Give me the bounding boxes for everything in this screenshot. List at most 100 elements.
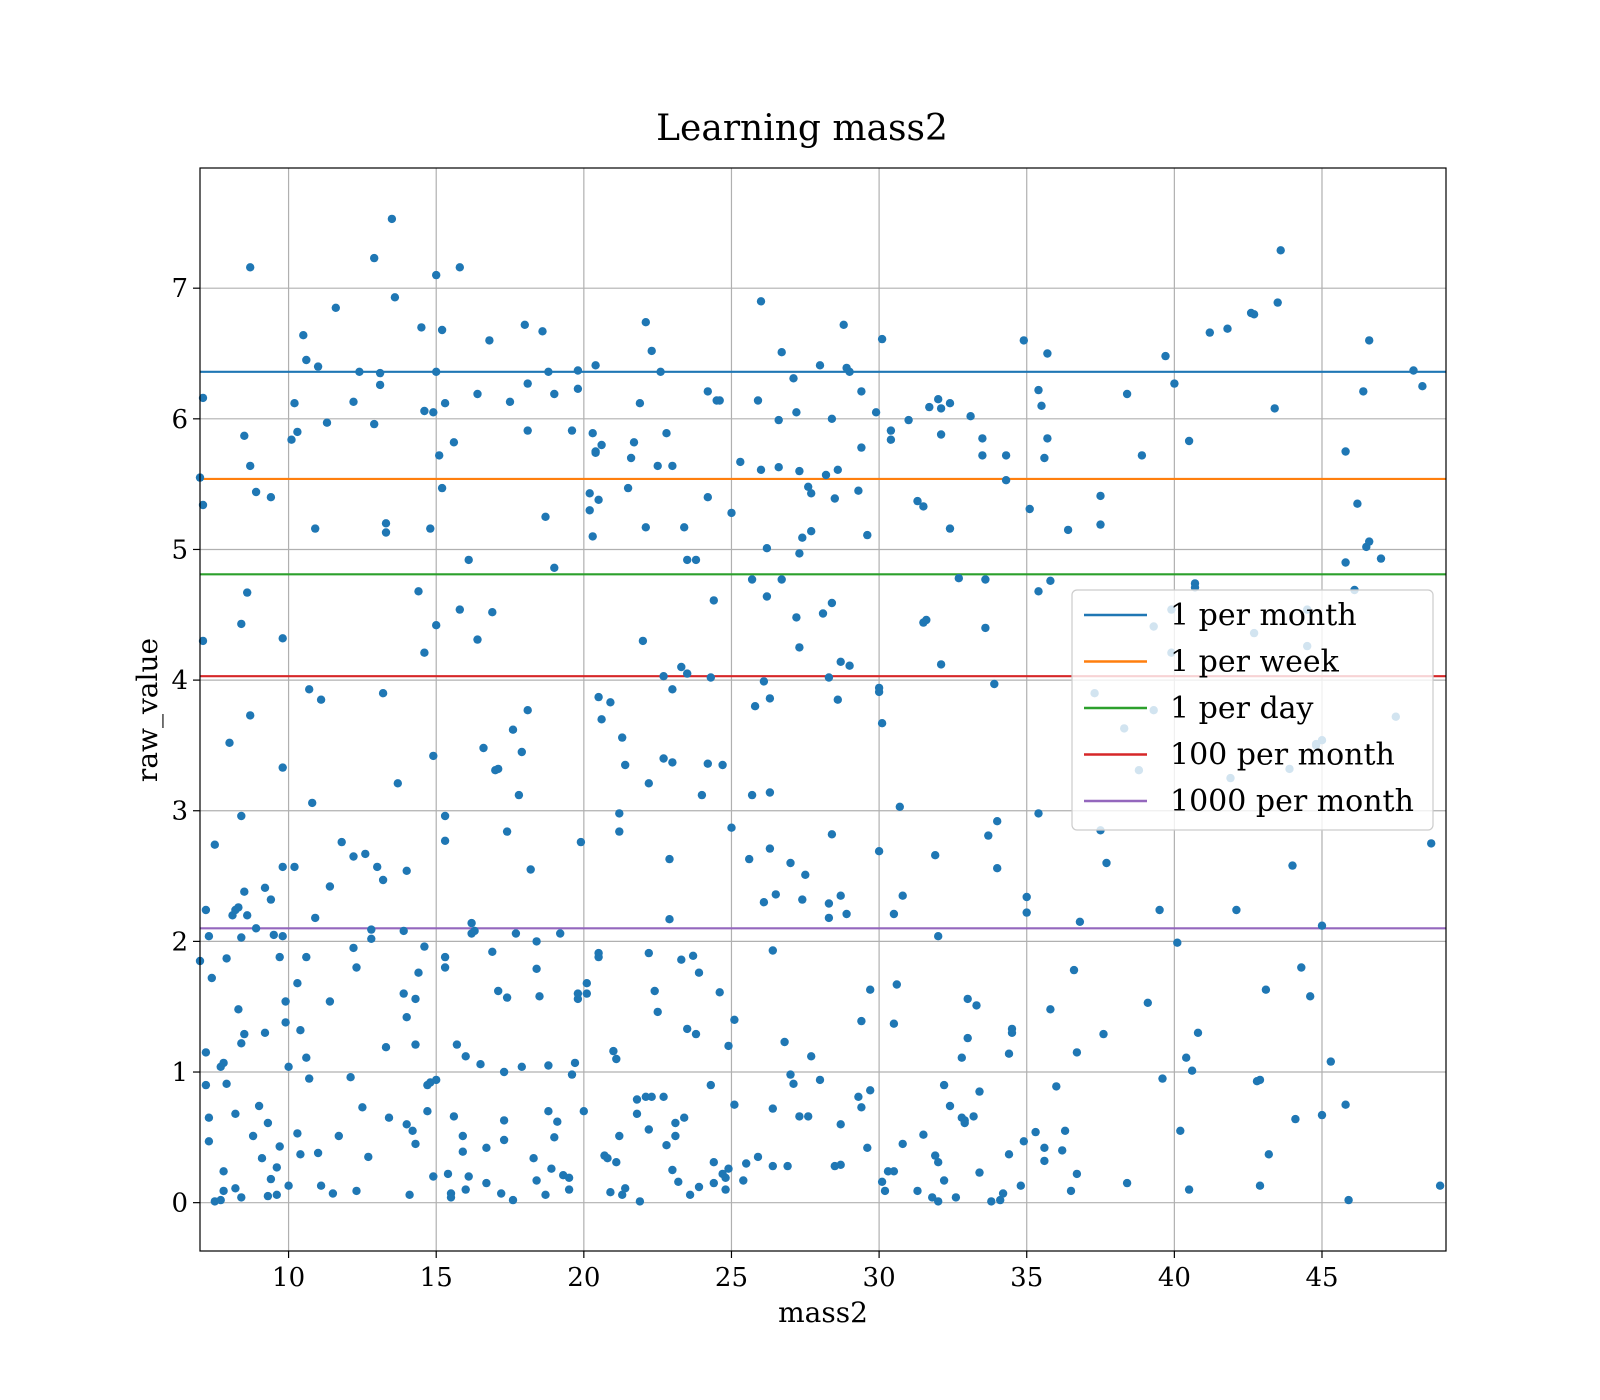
data-point	[237, 1193, 246, 1202]
data-point	[877, 334, 887, 344]
data-point	[786, 858, 795, 868]
data-point	[715, 396, 724, 405]
data-point	[225, 738, 234, 747]
data-point	[892, 980, 901, 989]
data-point	[520, 320, 529, 329]
data-point	[254, 1101, 264, 1111]
data-point	[913, 1186, 922, 1196]
y-tick-label: 4	[171, 666, 188, 696]
data-point	[378, 689, 388, 698]
data-point	[1034, 385, 1043, 395]
data-point	[488, 947, 497, 956]
data-point	[420, 648, 429, 657]
data-point	[553, 1117, 562, 1126]
data-point	[281, 997, 290, 1006]
data-point	[564, 1173, 574, 1183]
data-point	[296, 1026, 305, 1035]
data-point	[579, 1107, 588, 1116]
data-point	[237, 1039, 246, 1048]
data-point	[783, 1161, 792, 1171]
data-point	[718, 760, 727, 770]
data-point	[653, 461, 662, 471]
data-point	[567, 426, 577, 435]
data-point	[482, 1178, 491, 1188]
data-point	[198, 636, 208, 646]
data-point	[381, 528, 391, 537]
data-point	[747, 575, 757, 584]
data-point	[494, 986, 503, 996]
data-point	[934, 395, 943, 404]
data-point	[582, 979, 591, 988]
data-point	[621, 760, 630, 770]
data-point	[697, 790, 707, 800]
data-point	[706, 1080, 715, 1090]
data-point	[243, 911, 252, 920]
data-point	[615, 827, 624, 836]
data-point	[795, 643, 804, 652]
data-point	[945, 1101, 955, 1111]
data-point	[1096, 520, 1105, 529]
data-point	[954, 574, 963, 583]
data-point	[789, 1079, 798, 1089]
data-point	[458, 1131, 467, 1141]
data-point	[437, 483, 447, 493]
data-point	[316, 1181, 326, 1190]
data-point	[815, 361, 825, 370]
reference-lines	[200, 370, 1446, 930]
data-point	[198, 393, 208, 403]
data-point	[928, 1193, 937, 1202]
data-point	[370, 419, 379, 429]
data-point	[632, 1109, 642, 1119]
data-point	[934, 1158, 943, 1167]
data-point	[1007, 1028, 1017, 1038]
data-point	[263, 1118, 273, 1128]
data-point	[240, 1029, 249, 1039]
data-point	[647, 1092, 656, 1102]
data-point	[694, 968, 704, 977]
data-point	[373, 862, 382, 872]
data-point	[842, 909, 851, 919]
data-point	[644, 948, 653, 958]
data-point	[807, 1052, 816, 1061]
data-point	[945, 399, 955, 408]
data-point	[263, 1191, 273, 1201]
data-point	[346, 1073, 355, 1082]
data-point	[877, 1177, 887, 1187]
x-tick-label: 35	[1010, 1263, 1043, 1293]
data-point	[420, 942, 429, 951]
data-point	[440, 963, 450, 972]
data-point	[381, 519, 391, 528]
data-point	[532, 964, 541, 973]
data-point	[260, 883, 270, 892]
data-point	[564, 1185, 574, 1194]
data-point	[355, 367, 364, 376]
data-point	[387, 214, 397, 224]
data-point	[883, 1167, 893, 1176]
data-point	[1176, 1126, 1185, 1136]
data-point	[638, 636, 648, 646]
data-point	[1261, 985, 1271, 994]
data-point	[449, 438, 459, 447]
data-point	[573, 384, 583, 393]
data-point	[1270, 404, 1279, 413]
data-point	[284, 1062, 293, 1072]
data-point	[724, 1041, 733, 1051]
data-point	[570, 1058, 580, 1068]
data-point	[1096, 491, 1105, 501]
data-point	[683, 669, 692, 678]
data-point	[594, 952, 603, 962]
data-point	[606, 698, 615, 707]
data-point	[1255, 1181, 1265, 1190]
data-point	[1066, 1186, 1076, 1196]
data-point	[511, 929, 521, 938]
data-point	[677, 955, 686, 964]
data-point	[747, 790, 757, 800]
data-point	[547, 1164, 556, 1173]
data-point	[1072, 1169, 1082, 1179]
data-point	[440, 399, 450, 408]
data-point	[919, 1130, 928, 1139]
data-point	[1427, 839, 1436, 848]
x-tick-label: 45	[1305, 1263, 1338, 1293]
data-point	[936, 404, 946, 413]
data-point	[774, 415, 783, 425]
